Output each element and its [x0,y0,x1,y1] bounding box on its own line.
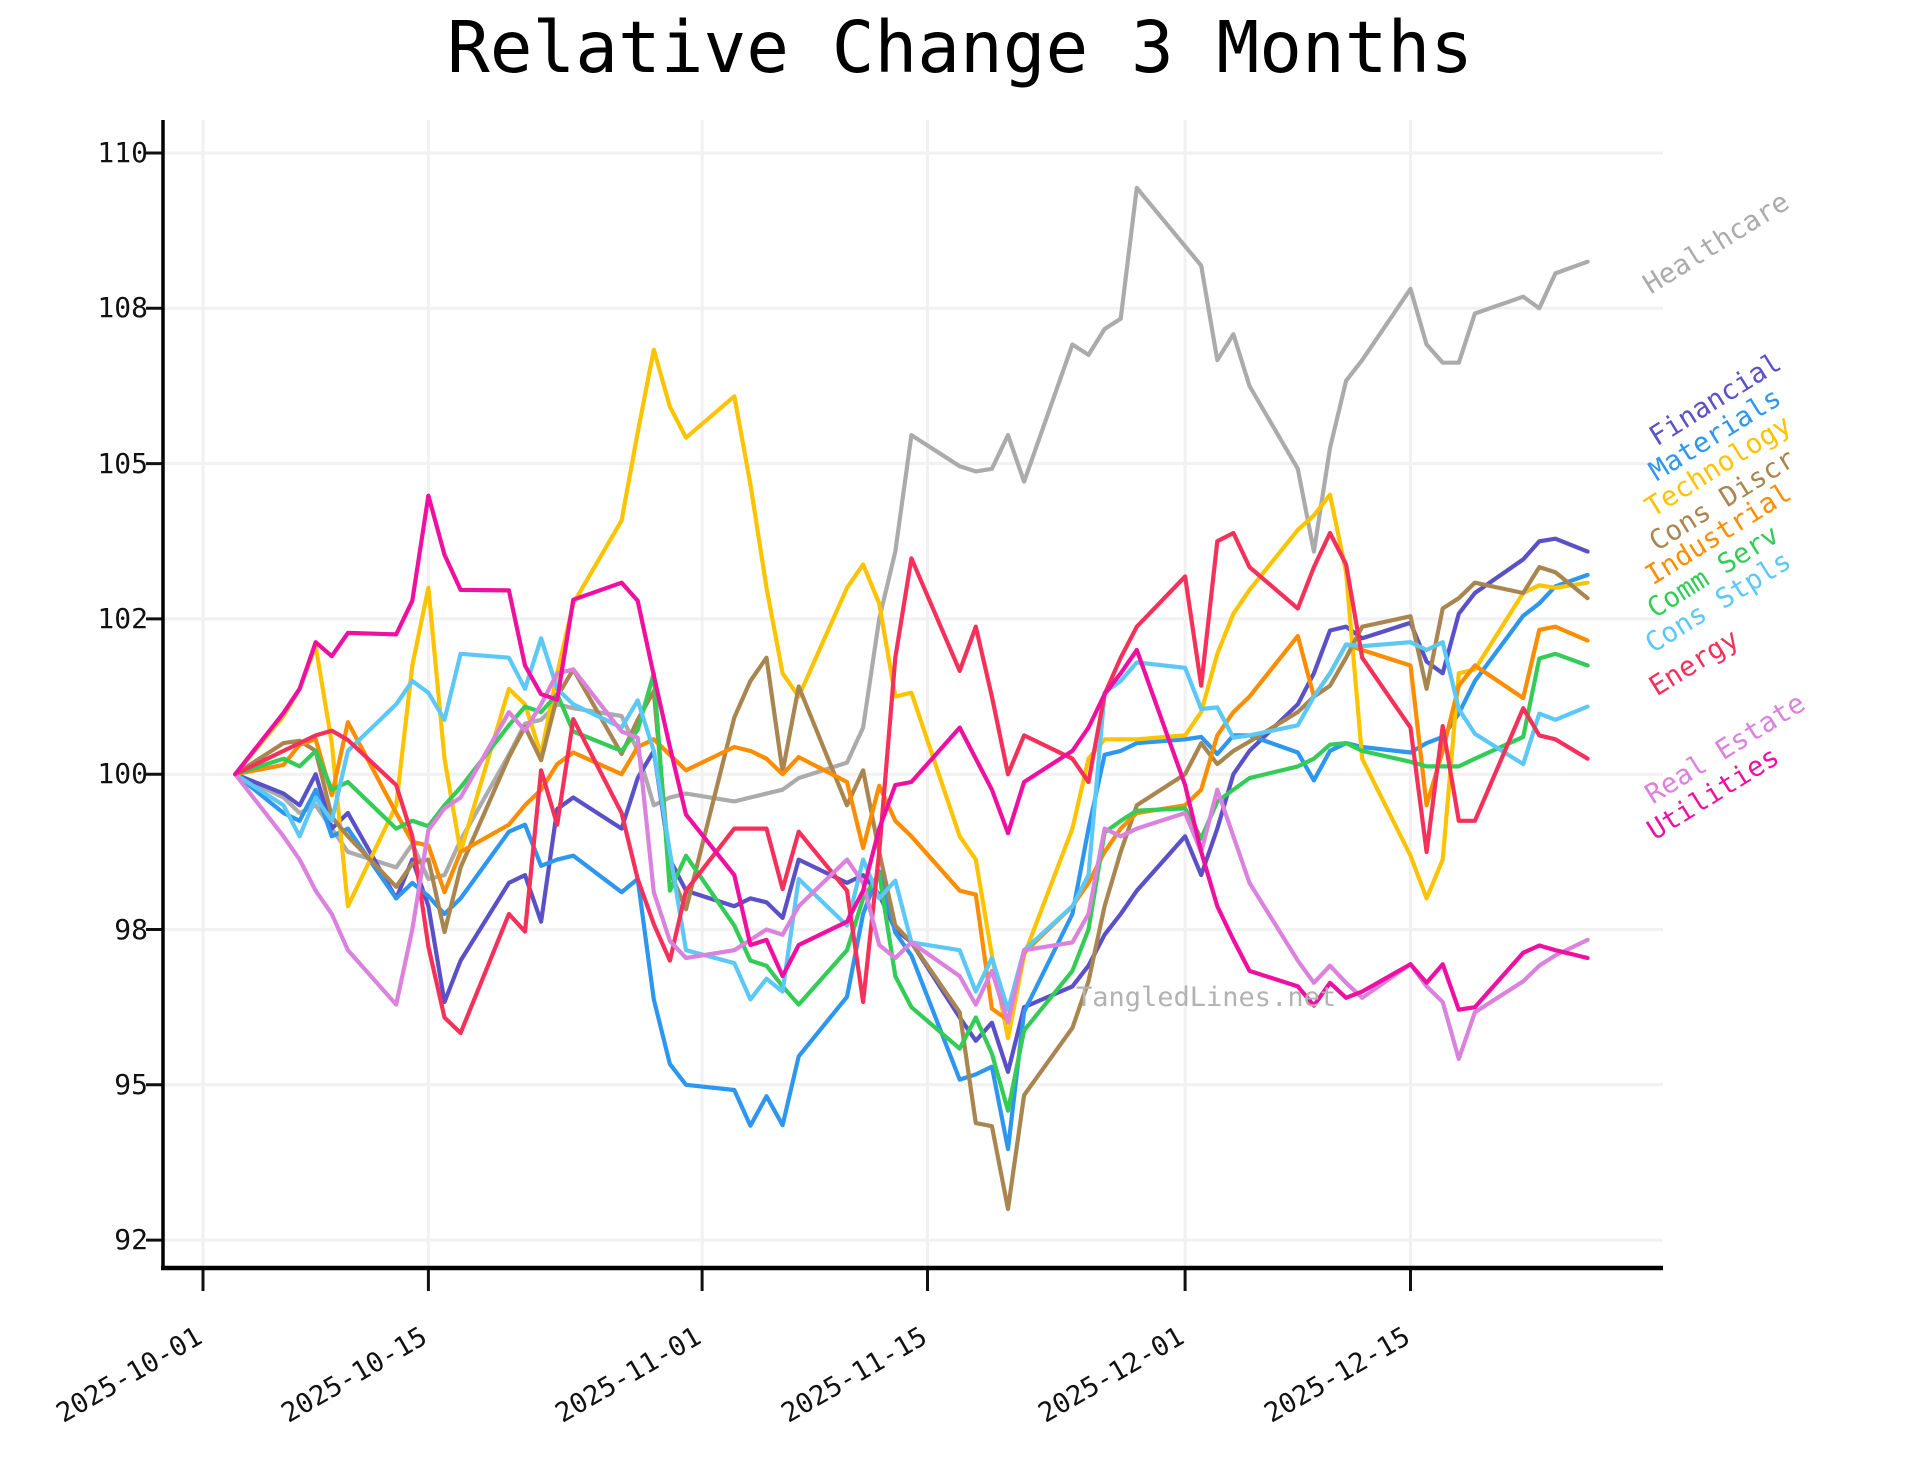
y-tick-label: 110 [97,136,148,169]
series-line-utilities [233,493,1590,1012]
series-line-cons-discr [233,564,1590,1212]
chart-title: Relative Change 3 Months [447,6,1473,89]
y-tick-label: 98 [114,913,148,946]
y-tick-label: 100 [97,757,148,790]
series-line-technology [233,347,1590,1041]
y-tick-label: 105 [97,447,148,480]
series-line-energy [233,530,1590,1036]
series-line-cons-stpls [233,636,1590,1012]
y-tick-label: 102 [97,602,148,635]
y-tick-label: 92 [114,1223,148,1256]
series-line-comm-serv [233,651,1590,1113]
y-tick-label: 95 [114,1068,148,1101]
watermark: TangledLines.net [1076,982,1337,1013]
series-line-materials [233,572,1590,1152]
y-tick-label: 108 [97,291,148,324]
series-line-real-estate [233,667,1590,1062]
